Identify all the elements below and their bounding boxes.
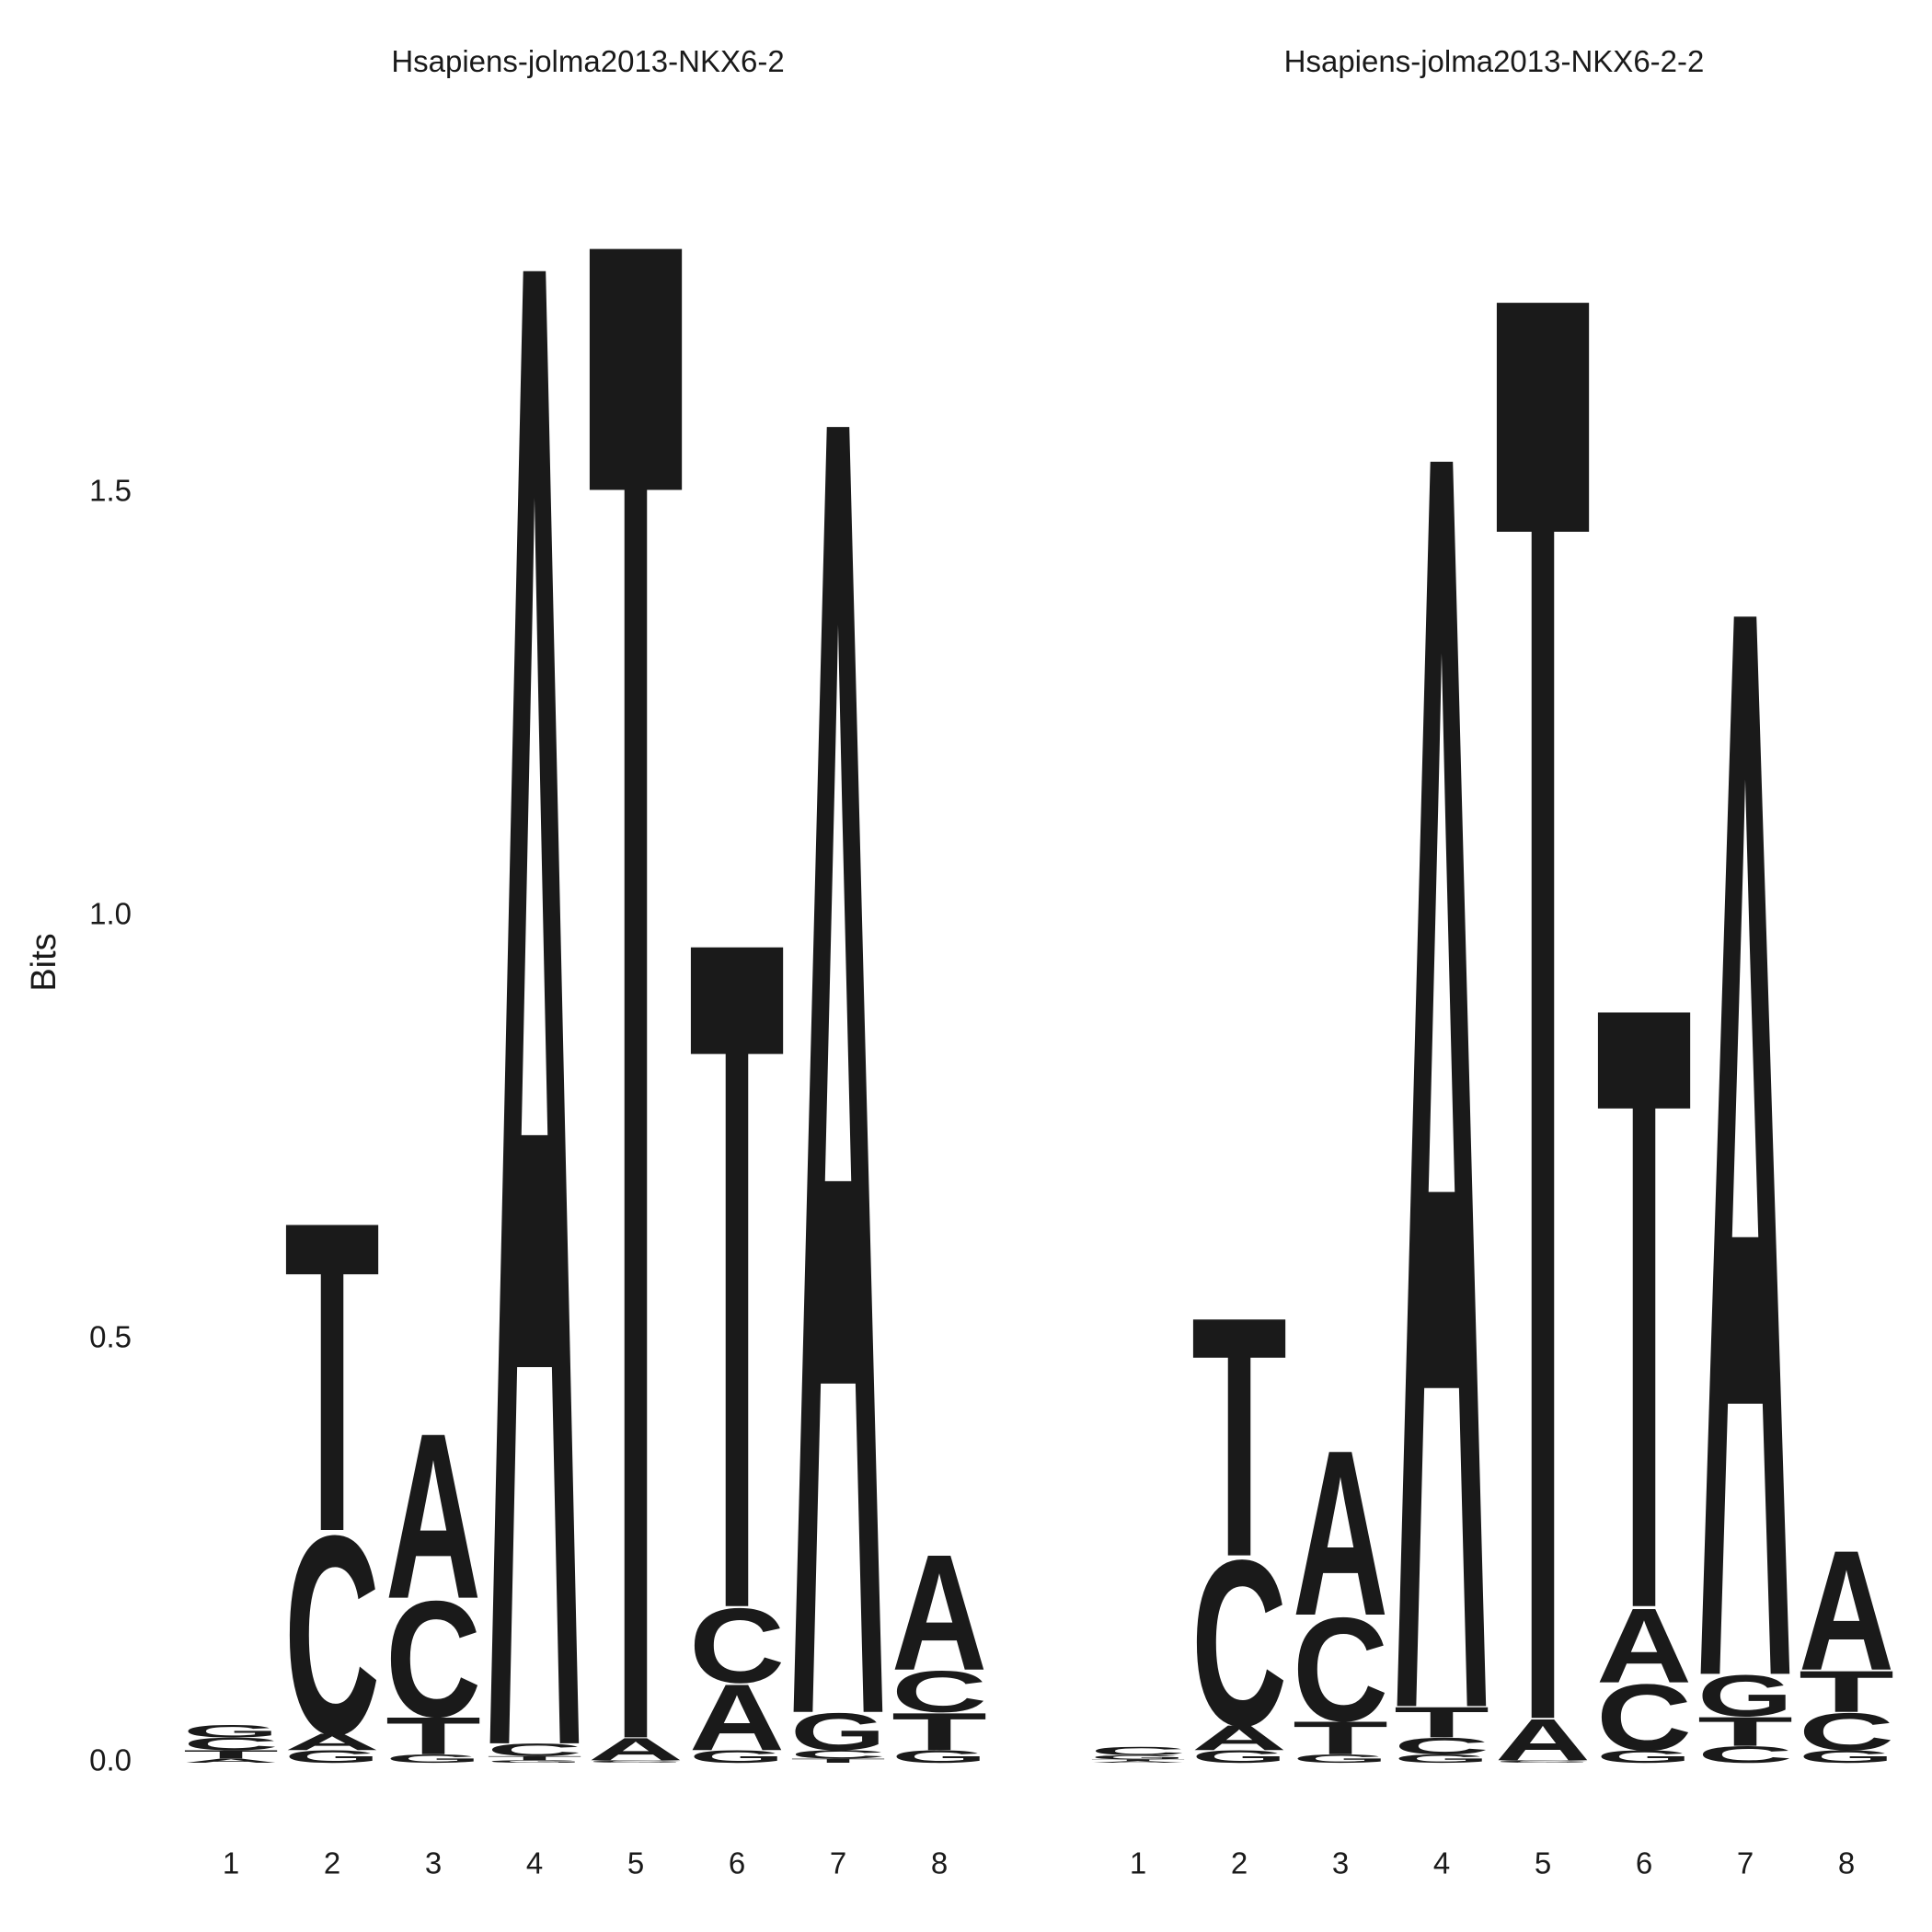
logo-letter: A (1293, 1401, 1388, 1665)
logo-letter: C (487, 1741, 582, 1760)
logo-letter: C (1495, 1760, 1591, 1763)
logo-letter: A (1799, 1515, 1894, 1707)
logo-letter: T (790, 1757, 886, 1764)
logo-letter: T (891, 1703, 987, 1762)
logo-letter: C (1596, 1665, 1692, 1771)
x-tick-label: 7 (830, 1846, 846, 1880)
logo-letter: G (487, 1760, 582, 1764)
logo-letter: G (1495, 1762, 1591, 1763)
logo-letter: A (385, 1385, 481, 1649)
logo-letter: C (1293, 1588, 1388, 1753)
x-tick-label: 8 (1838, 1846, 1855, 1880)
logo-letter: G (689, 1747, 785, 1766)
logo-letter: C (284, 1476, 380, 1794)
x-tick-label: 2 (324, 1846, 340, 1880)
logo-letter: C (1191, 1512, 1287, 1776)
logo-letter: C (385, 1566, 481, 1751)
logo-letter: T (183, 1748, 279, 1761)
logo-letter: C (1394, 1733, 1489, 1760)
logo-letter: C (689, 1586, 785, 1705)
logo-letter: G (891, 1747, 987, 1766)
x-tick-label: 8 (931, 1846, 948, 1880)
logo-letter: T (1495, 0, 1591, 1932)
logo-letter: G (1697, 1662, 1793, 1729)
logo-letter: C (1090, 1744, 1186, 1757)
logo-letter: A (689, 1665, 785, 1771)
x-tick-label: 3 (425, 1846, 442, 1880)
y-tick-label: 1.5 (89, 474, 132, 508)
logo-letter: T (588, 0, 684, 1932)
x-tick-label: 1 (223, 1846, 239, 1880)
x-tick-label: 5 (627, 1846, 644, 1880)
logo-letter: T (385, 1707, 481, 1765)
logo-letter: G (1191, 1747, 1287, 1766)
logo-letter: G (1394, 1752, 1489, 1765)
x-tick-label: 1 (1130, 1846, 1146, 1880)
logo-letter: G (183, 1721, 279, 1741)
logo-letter: T (1394, 1697, 1489, 1746)
y-tick-label: 1.0 (89, 897, 132, 931)
x-tick-label: 4 (526, 1846, 543, 1880)
logo-letter: G (1596, 1747, 1692, 1766)
y-tick-label: 0.0 (89, 1743, 132, 1777)
logo-letter: G (385, 1752, 481, 1765)
x-tick-label: 7 (1737, 1846, 1754, 1880)
logo-letter: A (1596, 1586, 1692, 1705)
logo-letter: G (588, 1762, 684, 1763)
logo-letter: A (588, 1731, 684, 1767)
logo-letter: A (1495, 1707, 1591, 1773)
chart-title: Hsapiens-jolma2013-NKX6-2 (391, 44, 784, 78)
logo-letter: A (1090, 1761, 1186, 1764)
logo-letter: C (1697, 1742, 1793, 1768)
logo-letter: T (1697, 1709, 1793, 1755)
logo-letter: T (1090, 1759, 1186, 1762)
logo-letter: A (183, 1757, 279, 1764)
logo-letter: T (1596, 826, 1692, 1790)
x-tick-label: 6 (1636, 1846, 1652, 1880)
logo-letter: A (1191, 1719, 1287, 1758)
logo-letter: G (1293, 1752, 1388, 1765)
logo-letter: A (790, 21, 886, 1932)
logo-letter: T (487, 1755, 582, 1762)
logo-letter: C (588, 1760, 684, 1763)
logo-letter: G (1090, 1754, 1186, 1761)
logo-letter: A (891, 1520, 987, 1705)
x-tick-label: 3 (1332, 1846, 1349, 1880)
logo-letter: G (1799, 1747, 1894, 1766)
logo-letter: A (1394, 69, 1489, 1932)
logo-letter: T (1799, 1659, 1894, 1725)
logo-letter: A (284, 1729, 380, 1755)
chart-title: Hsapiens-jolma2013-NKX6-2-2 (1284, 44, 1705, 78)
logo-letter: T (284, 1129, 380, 1625)
logo-letter: C (790, 1748, 886, 1761)
logo-letter: G (790, 1703, 886, 1762)
y-tick-label: 0.5 (89, 1320, 132, 1354)
logo-letter: G (284, 1747, 380, 1766)
y-axis-label: Bits (25, 933, 63, 991)
logo-letter: C (183, 1734, 279, 1754)
x-tick-label: 4 (1433, 1846, 1450, 1880)
x-tick-label: 2 (1231, 1846, 1248, 1880)
logo-letter: T (1191, 1245, 1287, 1628)
logo-letter: C (1799, 1703, 1894, 1762)
logo-letter: A (487, 0, 582, 1932)
x-tick-label: 5 (1535, 1846, 1551, 1880)
logo-letter: T (689, 740, 785, 1810)
logo-letter: T (1293, 1711, 1388, 1765)
x-tick-label: 6 (729, 1846, 745, 1880)
logo-letter: C (891, 1659, 987, 1725)
logo-letter: A (1697, 282, 1793, 1932)
